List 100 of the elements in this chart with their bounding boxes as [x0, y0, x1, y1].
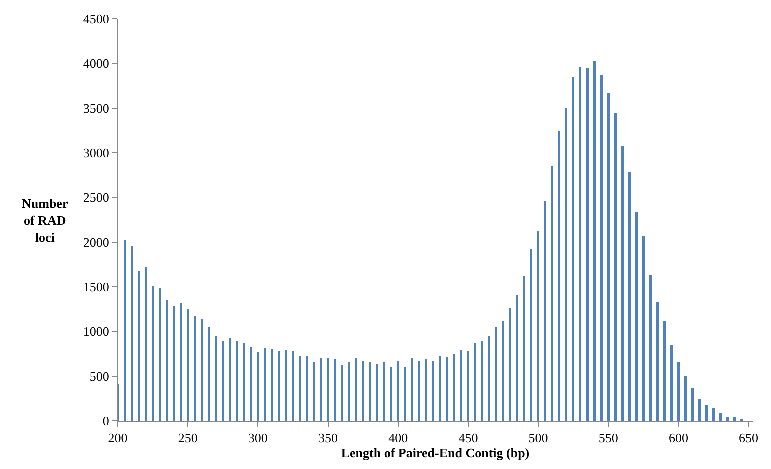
bar: [733, 417, 736, 421]
x-tick-label: 450: [458, 430, 478, 446]
bar: [726, 417, 729, 421]
bar: [481, 341, 483, 421]
y-tick-label: 4500: [83, 12, 110, 27]
bar: [187, 309, 189, 421]
bar: [439, 356, 441, 421]
bar: [376, 364, 378, 421]
x-tick-label: 200: [108, 430, 128, 446]
bar: [551, 166, 553, 421]
bar: [334, 359, 336, 421]
bar: [292, 351, 294, 421]
bar: [544, 201, 546, 421]
bar: [313, 362, 315, 421]
bar: [208, 327, 210, 421]
y-tick-label: 500: [90, 368, 110, 384]
bar: [278, 351, 280, 421]
bar: [719, 413, 722, 421]
y-tick-label: 4000: [83, 56, 110, 72]
bar: [691, 388, 694, 421]
y-tick-label: 2500: [83, 190, 110, 206]
bar: [138, 271, 140, 421]
bar: [243, 343, 245, 421]
y-tick-label: 1000: [83, 324, 110, 340]
bar: [474, 343, 476, 421]
bar: [649, 275, 652, 421]
bar: [229, 338, 231, 421]
bar: [222, 341, 224, 421]
bar: [180, 303, 182, 421]
x-axis-title: Length of Paired-End Contig (bp): [341, 446, 530, 461]
bar: [586, 68, 589, 421]
bar: [299, 356, 301, 421]
bar: [523, 276, 525, 421]
bar: [397, 361, 399, 421]
bar: [558, 131, 560, 421]
bar: [670, 345, 673, 421]
y-tick-label: 1500: [83, 280, 110, 295]
bar: [131, 246, 133, 421]
y-tick-label: 3000: [83, 146, 110, 161]
bar: [306, 356, 308, 421]
bar: [173, 306, 175, 421]
x-tick-label: 550: [598, 430, 618, 446]
bar: [425, 359, 427, 421]
x-tick-label: 650: [739, 430, 759, 446]
bar: [509, 308, 511, 421]
bar: [565, 108, 567, 421]
bar: [537, 231, 539, 421]
bar: [355, 358, 357, 421]
x-tick-label: 250: [178, 430, 198, 446]
bar: [390, 367, 392, 421]
bar: [593, 61, 596, 421]
bar: [271, 349, 273, 421]
bar: [383, 362, 385, 421]
bar: [145, 267, 147, 421]
bar: [264, 348, 266, 421]
x-tick-label: 300: [248, 430, 268, 446]
y-tick-label: 2000: [83, 234, 110, 250]
bar: [418, 361, 420, 421]
bar: [628, 172, 631, 421]
bar: [502, 321, 504, 421]
y-axis-title: Number of RAD loci: [22, 196, 68, 245]
bar: [579, 67, 581, 421]
bar: [712, 408, 715, 421]
bar: [362, 361, 364, 421]
bar: [663, 321, 666, 421]
y-tick-label: 0: [102, 414, 110, 429]
bar: [341, 365, 343, 421]
bar: [446, 357, 448, 421]
bar: [621, 146, 624, 421]
bar: [698, 399, 701, 421]
bar: [327, 358, 329, 421]
bar: [159, 288, 161, 421]
bar: [642, 236, 645, 421]
bar: [607, 93, 610, 421]
bar: [285, 350, 287, 421]
bar: [194, 316, 196, 421]
bar: [705, 405, 708, 421]
bar: [460, 350, 462, 421]
bar: [516, 295, 518, 421]
bar: [257, 352, 259, 421]
bar: [677, 362, 680, 421]
bar: [369, 362, 371, 421]
x-tick-label: 400: [388, 430, 408, 446]
bar: [152, 286, 154, 421]
bar: [411, 358, 413, 421]
bar: [124, 240, 126, 421]
bar: [600, 75, 603, 421]
bar: [201, 319, 203, 421]
bar: [488, 336, 490, 421]
bar: [404, 367, 406, 421]
bar: [684, 376, 687, 421]
bar: [166, 300, 168, 421]
bar: [215, 336, 217, 421]
bar: [453, 354, 455, 421]
bar: [236, 341, 238, 421]
x-tick-label: 350: [318, 430, 338, 446]
bar: [530, 249, 532, 421]
bar: [320, 358, 322, 421]
bar: [635, 212, 638, 421]
bar: [250, 347, 252, 421]
